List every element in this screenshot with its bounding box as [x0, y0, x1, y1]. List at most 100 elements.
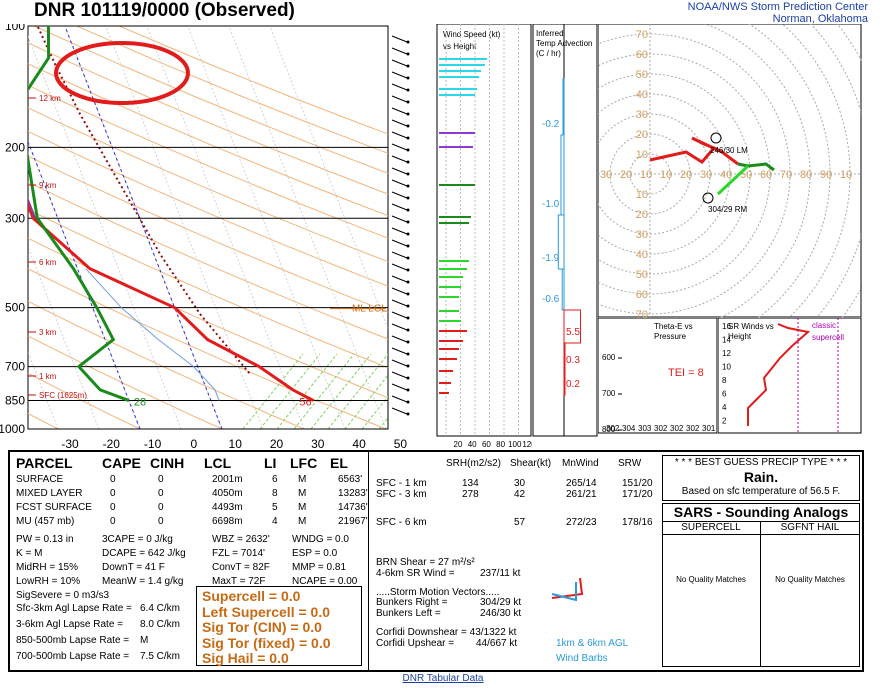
hodograph-x-tick: 10 — [640, 169, 652, 181]
hodograph-frame — [598, 24, 862, 318]
sr-winds-y-tick: 8 — [722, 376, 727, 385]
sr-wind-value: 237/11 kt — [480, 568, 521, 579]
theta-e-x-tick: 304 — [622, 424, 636, 433]
dry-adiabat — [28, 237, 388, 399]
advection-title-3: (C / hr) — [536, 49, 561, 58]
dry-adiabat — [28, 107, 388, 263]
theta-e-x-tick: 302 — [670, 424, 684, 433]
right-mover-marker — [702, 192, 714, 204]
severe-index: Supercell = 0.0 — [202, 588, 301, 604]
wind-barb-dot — [406, 400, 410, 404]
wind-speed-bar — [439, 370, 453, 372]
thermo-param: MeanW = 1.4 g/kg — [102, 576, 184, 587]
temperature-tick-label: 0 — [191, 437, 198, 450]
theta-e-x-tick: 303 — [638, 424, 652, 433]
hodograph-ring-label: 10 — [636, 149, 648, 161]
lapse-value: 8.0 C/km — [140, 619, 181, 630]
left-mover-label: 246/30 LM — [710, 146, 748, 155]
wind-barb — [391, 83, 408, 91]
dry-adiabat — [28, 84, 388, 239]
lapse-label: Sfc-3km Agl Lapse Rate = — [16, 603, 132, 614]
wind-speed-bar — [439, 348, 459, 350]
hodograph-chart: 30 20 10 10 20 30 40 50 60 70 80 90 10 10 10 20 20 30 30 40… — [598, 24, 862, 318]
wind-speed-bar — [439, 184, 475, 186]
dry-adiabat — [28, 155, 388, 313]
org-credit: NOAA/NWS Storm Prediction Center Norman,… — [688, 1, 868, 25]
kinematics-value: 261/21 — [566, 489, 597, 500]
wind-barb — [391, 323, 408, 331]
surface-temp-label: 56 — [299, 397, 311, 409]
isotherm — [28, 245, 100, 429]
wind-barb — [391, 203, 408, 211]
lcl-label: ML LCL — [352, 304, 387, 315]
thermo-param: SigSevere = 0 m3/s3 — [16, 590, 110, 601]
temperature-tick-label: -10 — [144, 437, 162, 450]
header: DNR 101119/0000 (Observed) NOAA/NWS Stor… — [0, 0, 886, 25]
isotherm — [28, 35, 182, 429]
wind-barb-dot — [406, 268, 410, 272]
dry-adiabat — [28, 208, 388, 369]
hodograph-ring-label: 40 — [636, 89, 648, 101]
height-label: 9 km — [39, 181, 57, 190]
parcel-header: CAPE — [102, 455, 141, 471]
hodograph-x-tick: 10 — [660, 169, 672, 181]
hodograph-ring-label: 60 — [636, 49, 648, 61]
parcel-cell: 4 — [272, 516, 278, 527]
kinematics-value: 42 — [514, 489, 526, 500]
wind-speed-bar — [439, 64, 485, 66]
parcel-cell: SURFACE — [16, 474, 64, 485]
wind-barb-dot — [406, 64, 410, 68]
parcel-cell: 21967' — [338, 516, 368, 527]
barb-legend-2: Wind Barbs — [556, 653, 608, 664]
advection-bar — [557, 214, 565, 270]
wind-speed-bar — [439, 296, 459, 298]
parcel-cell: FCST SURFACE — [16, 502, 92, 513]
advection-bar — [562, 78, 565, 136]
wind-barb-dot — [406, 352, 410, 356]
wind-speed-bar — [439, 276, 463, 278]
wind-speed-bar — [439, 132, 475, 134]
hodograph-x-tick: 40 — [720, 169, 732, 181]
parcel-cell: 4493m — [212, 502, 243, 513]
parcel-cell: M — [298, 474, 307, 485]
hodograph-ring-label: 40 — [636, 249, 648, 261]
kinematics-value: 178/16 — [622, 517, 653, 528]
wind-barb-dot — [406, 124, 410, 128]
sr-winds-frame — [718, 318, 862, 434]
wind-barb — [391, 35, 408, 43]
left-mover-marker — [710, 132, 722, 144]
hodograph-x-tick: 70 — [780, 169, 792, 181]
wind-speed-bar — [439, 286, 461, 288]
hodograph-ring-label: 50 — [636, 269, 648, 281]
sr-wind-label: 4-6km SR Wind = — [376, 568, 455, 579]
mixing-ratio-line — [344, 374, 388, 429]
precip-frame — [662, 455, 860, 501]
hodograph-x-tick: 20 — [680, 169, 692, 181]
pressure-tick-label: 850 — [5, 394, 25, 408]
parameters-panel — [8, 450, 864, 672]
tabular-data-link[interactable]: DNR Tabular Data — [402, 673, 484, 684]
wind-barb — [391, 251, 408, 259]
kinematics-value: 278 — [462, 489, 479, 500]
wind-barb — [391, 179, 408, 187]
parcel-cell: MIXED LAYER — [16, 488, 83, 499]
dry-adiabat — [28, 42, 388, 195]
parcel-cell: 0 — [158, 502, 164, 513]
wind-barb-dot — [406, 196, 410, 200]
highlight-ellipse — [54, 41, 190, 105]
sars-col-header: SUPERCELL — [681, 522, 741, 533]
thermo-param: LowRH = 10% — [16, 576, 81, 587]
pressure-tick-label: 300 — [5, 211, 25, 225]
parcel-cell: 6563' — [338, 474, 363, 485]
height-label: 12 km — [39, 94, 61, 103]
wind-speed-bar — [439, 358, 457, 360]
hodograph-trace-mid — [737, 162, 775, 172]
lapse-value: 6.4 C/km — [140, 603, 181, 614]
lapse-label: 700-500mb Lapse Rate = — [16, 651, 130, 662]
advection-value: -1.0 — [542, 199, 560, 210]
skewt-frame — [27, 25, 389, 430]
sars-match: No Quality Matches — [676, 575, 746, 584]
sr-winds-y-tick: 4 — [722, 403, 727, 412]
kinematics-header: Shear(kt) — [510, 458, 552, 469]
